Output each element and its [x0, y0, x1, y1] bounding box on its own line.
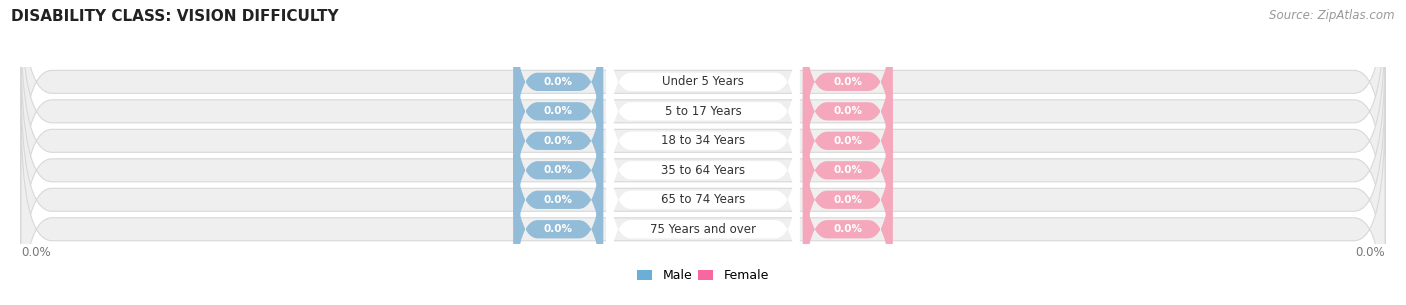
FancyBboxPatch shape: [513, 76, 603, 264]
Text: 0.0%: 0.0%: [834, 165, 862, 175]
FancyBboxPatch shape: [606, 76, 800, 264]
FancyBboxPatch shape: [803, 0, 893, 176]
FancyBboxPatch shape: [606, 135, 800, 305]
FancyBboxPatch shape: [606, 106, 800, 294]
FancyBboxPatch shape: [21, 108, 1385, 305]
FancyBboxPatch shape: [21, 20, 1385, 262]
Text: 0.0%: 0.0%: [544, 136, 572, 146]
Text: 0.0%: 0.0%: [21, 246, 51, 259]
FancyBboxPatch shape: [803, 17, 893, 205]
FancyBboxPatch shape: [21, 0, 1385, 232]
Text: 0.0%: 0.0%: [1355, 246, 1385, 259]
Text: 5 to 17 Years: 5 to 17 Years: [665, 105, 741, 118]
FancyBboxPatch shape: [21, 79, 1385, 305]
FancyBboxPatch shape: [513, 106, 603, 294]
FancyBboxPatch shape: [513, 0, 603, 176]
Text: 0.0%: 0.0%: [544, 195, 572, 205]
Text: 0.0%: 0.0%: [544, 165, 572, 175]
Text: 0.0%: 0.0%: [834, 136, 862, 146]
FancyBboxPatch shape: [803, 47, 893, 235]
Text: 0.0%: 0.0%: [544, 106, 572, 116]
FancyBboxPatch shape: [606, 17, 800, 205]
Legend: Male, Female: Male, Female: [633, 264, 773, 287]
Text: 65 to 74 Years: 65 to 74 Years: [661, 193, 745, 206]
FancyBboxPatch shape: [21, 0, 1385, 203]
Text: 0.0%: 0.0%: [834, 106, 862, 116]
FancyBboxPatch shape: [803, 76, 893, 264]
Text: 35 to 64 Years: 35 to 64 Years: [661, 164, 745, 177]
Text: 0.0%: 0.0%: [544, 224, 572, 234]
Text: Under 5 Years: Under 5 Years: [662, 75, 744, 88]
FancyBboxPatch shape: [513, 17, 603, 205]
FancyBboxPatch shape: [513, 135, 603, 305]
Text: 0.0%: 0.0%: [834, 77, 862, 87]
FancyBboxPatch shape: [21, 49, 1385, 292]
FancyBboxPatch shape: [606, 0, 800, 176]
Text: 0.0%: 0.0%: [834, 224, 862, 234]
FancyBboxPatch shape: [803, 106, 893, 294]
Text: 0.0%: 0.0%: [834, 195, 862, 205]
FancyBboxPatch shape: [606, 47, 800, 235]
Text: Source: ZipAtlas.com: Source: ZipAtlas.com: [1270, 9, 1395, 22]
Text: 18 to 34 Years: 18 to 34 Years: [661, 134, 745, 147]
FancyBboxPatch shape: [803, 135, 893, 305]
Text: 75 Years and over: 75 Years and over: [650, 223, 756, 236]
Text: DISABILITY CLASS: VISION DIFFICULTY: DISABILITY CLASS: VISION DIFFICULTY: [11, 9, 339, 24]
FancyBboxPatch shape: [513, 47, 603, 235]
Text: 0.0%: 0.0%: [544, 77, 572, 87]
